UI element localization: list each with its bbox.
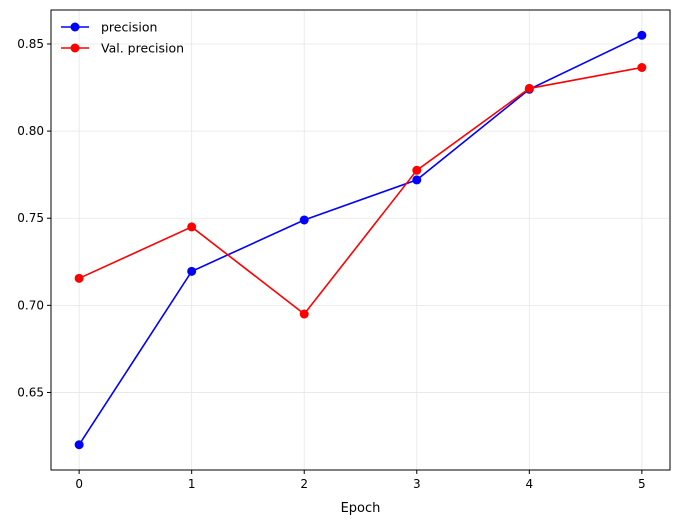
series-1-point <box>412 165 422 175</box>
series-1-point <box>637 63 647 72</box>
y-tick-label: 0.85 <box>17 37 44 51</box>
legend-marker-0 <box>70 22 80 32</box>
y-tick-label: 0.70 <box>17 298 44 312</box>
y-tick-label: 0.80 <box>17 124 44 138</box>
x-tick-label: 3 <box>413 477 421 491</box>
series-0-point <box>637 30 647 40</box>
axis-layer: 0 1 2 3 4 5 0.65 0.70 0.75 0.80 0.85 <box>17 37 645 491</box>
legend: precision Val. precision <box>61 20 184 56</box>
x-tick-label: 2 <box>300 477 308 491</box>
y-tick-label: 0.65 <box>17 385 44 399</box>
x-axis-label: Epoch <box>341 501 381 516</box>
plot-frame <box>50 9 671 471</box>
series-1-point <box>187 222 197 232</box>
series-0-point <box>74 440 84 450</box>
legend-marker-1 <box>70 43 80 53</box>
series-0-point <box>299 215 309 225</box>
x-tick-label: 4 <box>525 477 533 491</box>
series-line-1 <box>78 66 643 316</box>
series-layer <box>74 30 647 450</box>
series-line-0 <box>78 34 643 446</box>
legend-label-1: Val. precision <box>101 41 184 56</box>
series-1-point <box>299 309 309 319</box>
series-1-point <box>524 83 534 93</box>
series-0-point <box>412 175 422 185</box>
x-tick-label: 5 <box>638 477 646 491</box>
legend-label-0: precision <box>101 20 157 35</box>
y-tick-label: 0.75 <box>17 211 44 225</box>
series-1-point <box>74 273 84 283</box>
grid-layer <box>51 10 670 470</box>
x-tick-label: 1 <box>188 477 196 491</box>
series-0-point <box>187 266 197 276</box>
x-tick-label: 0 <box>75 477 83 491</box>
